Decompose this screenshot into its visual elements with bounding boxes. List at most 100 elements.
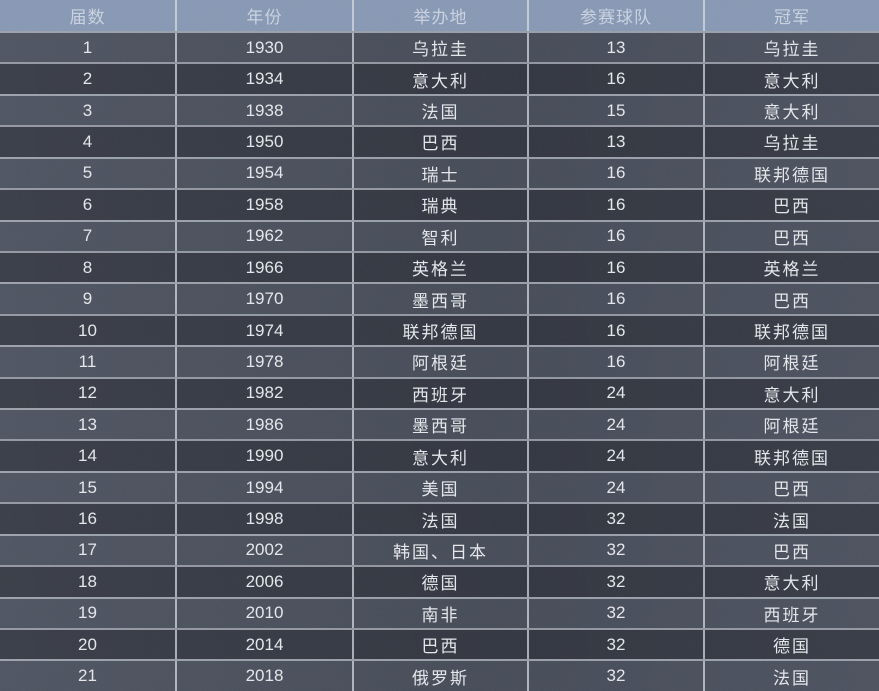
table-row: 1 1930 乌拉圭 13 乌拉圭 [0, 31, 879, 63]
table-cell-year: 1994 [175, 472, 352, 503]
table-cell-edition: 17 [78, 540, 97, 560]
table-row: 21 2018 俄罗斯 32 法国 [0, 659, 879, 691]
table-row: 17 2002 韩国、日本 32 巴西 [0, 533, 879, 566]
table-row: 9 1970 墨西哥 16 巴西 [0, 282, 879, 314]
table-cell-year: 1958 [175, 190, 352, 220]
table-cell-teams: 32 [527, 504, 703, 534]
col-header-teams: 参赛球队 [527, 0, 703, 31]
table-cell-teams: 16 [527, 190, 703, 220]
col-header-year: 年份 [175, 0, 352, 31]
table-cell-champion: 阿根廷 [703, 347, 879, 377]
table-row: 16 1998 法国 32 法国 [0, 502, 879, 534]
table-cell-teams: 16 [527, 221, 703, 251]
table-cell-edition: 2 [82, 69, 93, 89]
table-cell-champion: 乌拉圭 [703, 33, 879, 63]
table-cell-host: 南非 [352, 598, 527, 629]
table-cell-host: 瑞典 [352, 190, 527, 220]
table-cell-host: 意大利 [352, 441, 527, 471]
table-cell-edition: 3 [82, 100, 93, 120]
table-cell-year: 1934 [175, 64, 352, 94]
table-cell-host: 阿根廷 [352, 347, 527, 377]
table-header-row: 届数 年份 举办地 参赛球队 冠军 [0, 0, 879, 31]
table-cell-edition: 7 [82, 226, 93, 246]
table-row: 7 1962 智利 16 巴西 [0, 219, 879, 251]
table-cell-edition: 11 [78, 351, 97, 371]
table-cell-host: 巴西 [352, 127, 527, 157]
table-cell-year: 1970 [175, 284, 352, 314]
table-cell-champion: 意大利 [703, 567, 879, 597]
table-cell-teams: 15 [527, 95, 703, 126]
table-cell-edition: 10 [78, 320, 97, 340]
table-row: 12 1982 西班牙 24 意大利 [0, 376, 879, 409]
table-cell-edition: 21 [78, 666, 97, 686]
table-cell-year: 1954 [175, 158, 352, 189]
table-cell-edition: 6 [82, 194, 93, 214]
table-cell-year: 1966 [175, 252, 352, 283]
table-row: 6 1958 瑞典 16 巴西 [0, 188, 879, 220]
table-cell-champion: 西班牙 [703, 598, 879, 629]
table-cell-champion: 联邦德国 [703, 441, 879, 471]
table-cell-teams: 16 [527, 64, 703, 94]
table-cell-year: 2002 [175, 535, 352, 566]
table-cell-host: 俄罗斯 [352, 661, 527, 691]
table-cell-teams: 32 [527, 535, 703, 566]
table-cell-edition: 16 [78, 509, 97, 529]
table-cell-host: 德国 [352, 567, 527, 597]
table-cell-teams: 13 [527, 127, 703, 157]
table-row: 15 1994 美国 24 巴西 [0, 470, 879, 503]
table-cell-teams: 16 [527, 158, 703, 189]
table-cell-teams: 24 [527, 441, 703, 471]
table-cell-teams: 32 [527, 661, 703, 691]
table-cell-host: 乌拉圭 [352, 33, 527, 63]
table-row: 11 1978 阿根廷 16 阿根廷 [0, 345, 879, 377]
table-cell-year: 1930 [175, 33, 352, 63]
table-cell-year: 1938 [175, 95, 352, 126]
table-cell-teams: 16 [527, 315, 703, 346]
col-header-champion: 冠军 [703, 0, 879, 31]
table-cell-edition: 9 [82, 289, 93, 309]
table-cell-teams: 16 [527, 347, 703, 377]
table-cell-champion: 意大利 [703, 378, 879, 409]
table-cell-edition: 19 [78, 603, 97, 623]
table-cell-edition: 4 [82, 131, 93, 151]
table-row: 19 2010 南非 32 西班牙 [0, 596, 879, 629]
table-cell-teams: 16 [527, 284, 703, 314]
table-cell-edition: 20 [78, 634, 97, 654]
table-cell-host: 智利 [352, 221, 527, 251]
table-cell-year: 1974 [175, 315, 352, 346]
table-cell-teams: 24 [527, 378, 703, 409]
table-row: 10 1974 联邦德国 16 联邦德国 [0, 313, 879, 346]
table-cell-year: 2018 [175, 661, 352, 691]
table-cell-edition: 18 [78, 571, 97, 591]
table-cell-edition: 5 [82, 163, 93, 183]
table-cell-champion: 联邦德国 [703, 158, 879, 189]
table-row: 20 2014 巴西 32 德国 [0, 628, 879, 660]
table-cell-champion: 意大利 [703, 95, 879, 126]
table-cell-champion: 巴西 [703, 221, 879, 251]
table-cell-year: 1978 [175, 347, 352, 377]
col-header-edition: 届数 [69, 8, 106, 27]
table-row: 4 1950 巴西 13 乌拉圭 [0, 125, 879, 157]
table-cell-year: 1990 [175, 441, 352, 471]
table-cell-teams: 13 [527, 33, 703, 63]
table-cell-champion: 乌拉圭 [703, 127, 879, 157]
table-cell-champion: 意大利 [703, 64, 879, 94]
table-cell-champion: 巴西 [703, 284, 879, 314]
table-row: 8 1966 英格兰 16 英格兰 [0, 250, 879, 283]
table-cell-teams: 16 [527, 252, 703, 283]
table-cell-teams: 24 [527, 472, 703, 503]
table-cell-host: 瑞士 [352, 158, 527, 189]
table-cell-year: 2006 [175, 567, 352, 597]
table-cell-host: 韩国、日本 [352, 535, 527, 566]
table-cell-edition: 15 [78, 477, 97, 497]
table-cell-champion: 法国 [703, 661, 879, 691]
table-row: 14 1990 意大利 24 联邦德国 [0, 439, 879, 471]
table-cell-year: 1986 [175, 410, 352, 440]
table-cell-teams: 32 [527, 567, 703, 597]
table-row: 3 1938 法国 15 意大利 [0, 93, 879, 126]
table-cell-champion: 英格兰 [703, 252, 879, 283]
table-cell-host: 意大利 [352, 64, 527, 94]
table-cell-teams: 24 [527, 410, 703, 440]
table-cell-edition: 1 [82, 37, 93, 57]
